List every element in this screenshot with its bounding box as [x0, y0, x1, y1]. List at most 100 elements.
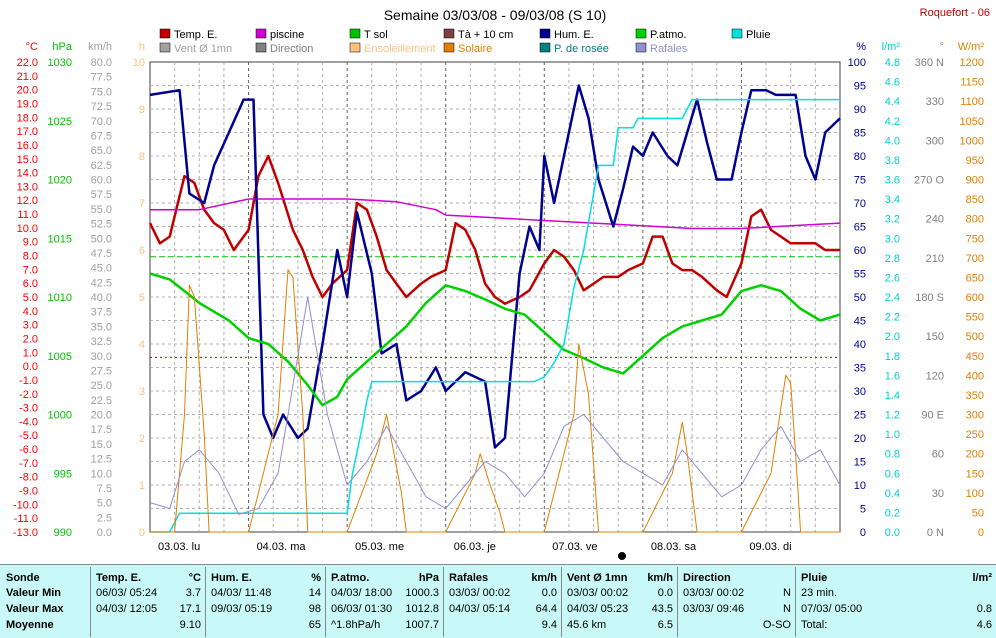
tick-label: 32.5 — [91, 336, 112, 348]
tick-label: 500 — [966, 331, 984, 343]
legend-swatch — [349, 42, 361, 53]
x-tick-label: 09.03. di — [749, 541, 791, 553]
tick-label: 1.8 — [885, 351, 900, 363]
legend-swatch — [255, 42, 267, 53]
stats-cell-label: 04/03/ 11:48 — [211, 587, 272, 599]
tick-label: 10 — [133, 57, 145, 69]
tick-label: 2.5 — [97, 512, 112, 524]
tick-label: 9 — [139, 104, 145, 116]
stats-cell-label: 06/03/ 05:24 — [96, 587, 158, 599]
stats-header-label: Temp. E. — [96, 572, 142, 584]
stats-cell-label: 07/03/ 05:00 — [801, 603, 863, 615]
tick-label: 1.0 — [885, 429, 900, 441]
tick-label: 4.8 — [885, 57, 900, 69]
tick-label: 42.5 — [91, 277, 112, 289]
tick-label: -9.0 — [19, 486, 38, 498]
stats-row: 04/03/ 05:23 43.5 — [567, 602, 673, 617]
tick-label: 0 — [860, 527, 866, 539]
stats-header-unit: °C — [188, 572, 201, 584]
tick-label: 22.0 — [17, 57, 38, 69]
tick-label: -10.0 — [13, 499, 38, 511]
tick-label: 90 — [854, 104, 866, 116]
stats-row: 04/03/ 11:48 14 — [211, 586, 321, 601]
tick-label: 995 — [54, 468, 72, 480]
tick-label: 1000 — [48, 410, 72, 422]
tick-label: 5.0 — [23, 292, 38, 304]
tick-label: 57.5 — [91, 189, 112, 201]
tick-label: 30.0 — [91, 351, 112, 363]
tick-label: 3 — [139, 386, 145, 398]
tick-label: 8 — [139, 151, 145, 163]
axis-unit: °C — [26, 41, 38, 53]
legend-swatch — [443, 28, 455, 39]
tick-label: 100 — [966, 488, 984, 500]
tick-label: 4.0 — [23, 306, 38, 318]
tick-label: 600 — [966, 292, 984, 304]
tick-label: 1 — [139, 480, 145, 492]
stats-cell-value: 1007.7 — [405, 619, 439, 631]
tick-label: 60.0 — [91, 175, 112, 187]
stats-header-unit: l/m² — [972, 572, 992, 584]
tick-label: 270 O — [914, 175, 944, 187]
stats-cell-label: 06/03/ 01:30 — [331, 603, 393, 615]
stats-cell-label: 04/03/ 18:00 — [331, 587, 393, 599]
tick-label: 750 — [966, 233, 984, 245]
x-tick-label: 03.03. lu — [158, 541, 200, 553]
legend-label: Pluie — [746, 29, 770, 41]
stats-row: 06/03/ 05:24 3.7 — [96, 586, 201, 601]
tick-label: 55.0 — [91, 204, 112, 216]
legend-label: Vent Ø 1mn — [174, 43, 232, 55]
tick-label: 3.6 — [885, 175, 900, 187]
stats-cell-value: 64.4 — [535, 603, 557, 615]
stats-cell-label: 23 min. — [801, 587, 838, 599]
stats-cell-value: 9.10 — [179, 619, 201, 631]
stats-header: Vent Ø 1mn km/h — [567, 571, 673, 586]
tick-label: 350 — [966, 390, 984, 402]
tick-label: -1.0 — [19, 375, 38, 387]
tick-label: 19.0 — [17, 98, 38, 110]
stats-row: Valeur Max — [6, 602, 86, 617]
stats-header: P.atmo. hPa — [331, 571, 439, 586]
stats-separator — [443, 567, 444, 637]
tick-label: 950 — [966, 155, 984, 167]
stats-row: 04/03/ 05:14 64.4 — [449, 602, 557, 617]
stats-cell-label: 45.6 km — [567, 619, 607, 631]
tick-label: 150 — [966, 468, 984, 480]
stats-header: Sonde — [6, 571, 86, 586]
x-tick-label: 05.03. me — [355, 541, 404, 553]
stats-row: Total: 4.6 — [801, 618, 992, 633]
tick-label: 7.5 — [97, 483, 112, 495]
tick-label: 7.0 — [23, 264, 38, 276]
tick-label: -7.0 — [19, 458, 38, 470]
tick-label: 800 — [966, 214, 984, 226]
stats-column: Rafales km/h 03/03/ 00:02 0.0 04/03/ 05:14 64… — [443, 565, 561, 638]
tick-label: 60 — [854, 245, 866, 257]
tick-label: 700 — [966, 253, 984, 265]
statistics-table: Sonde Valeur Min Valeur Max Moyenne Temp. E.… — [0, 564, 996, 638]
legend-label: Solaire — [458, 43, 492, 55]
tick-label: 20.0 — [17, 85, 38, 97]
legend-label: Direction — [270, 43, 313, 55]
tick-label: 2.6 — [885, 272, 900, 284]
stats-cell-value: O-SO — [762, 619, 791, 631]
stats-cell-label: Moyenne — [6, 619, 54, 631]
tick-label: 6.0 — [23, 278, 38, 290]
series-rafales — [149, 296, 841, 515]
tick-label: 25 — [854, 410, 866, 422]
tick-label: 360 N — [915, 57, 944, 69]
tick-label: 1030 — [48, 57, 72, 69]
stats-header: Rafales km/h — [449, 571, 557, 586]
tick-label: 4.0 — [885, 135, 900, 147]
stats-row: 09/03/ 05:19 98 — [211, 602, 321, 617]
stats-cell-value: N — [783, 587, 791, 599]
stats-cell-value: 98 — [308, 603, 321, 615]
stats-header-unit: km/h — [531, 572, 557, 584]
tick-label: 2.0 — [885, 331, 900, 343]
stats-cell-value: 9.4 — [541, 619, 557, 631]
tick-label: 30 — [932, 488, 944, 500]
tick-label: 200 — [966, 449, 984, 461]
tick-label: 47.5 — [91, 248, 112, 260]
stats-column: Sonde Valeur Min Valeur Max Moyenne — [0, 565, 90, 638]
tick-label: 100 — [848, 57, 866, 69]
tick-label: 50 — [854, 292, 866, 304]
